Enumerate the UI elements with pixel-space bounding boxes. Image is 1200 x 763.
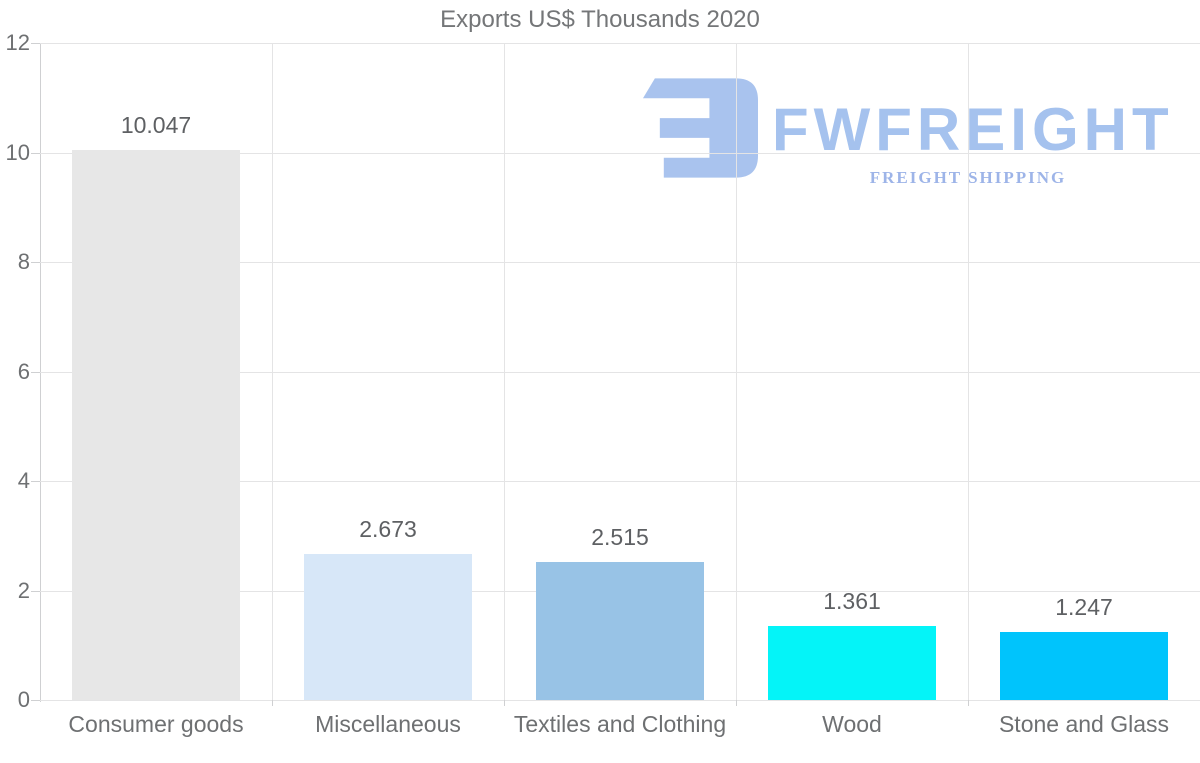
y-axis-label-10: 10 bbox=[5, 139, 30, 165]
y-tick-0 bbox=[31, 700, 40, 701]
gridline-y-0 bbox=[40, 700, 1200, 701]
bar-stone-and-glass[interactable] bbox=[1000, 631, 1168, 700]
y-axis-label-0: 0 bbox=[17, 687, 30, 712]
gridline-x-3 bbox=[736, 43, 737, 700]
gridline-x-2 bbox=[504, 43, 505, 700]
gridline-y-8 bbox=[40, 262, 1200, 263]
value-label-wood: 1.361 bbox=[823, 587, 881, 614]
value-label-miscellaneous: 2.673 bbox=[359, 515, 417, 542]
category-label-miscellaneous: Miscellaneous bbox=[315, 711, 461, 737]
plot-area: 10.047 Consumer goods 2.673 Miscellaneous 2.… bbox=[40, 43, 1200, 737]
y-tick-12 bbox=[31, 43, 40, 44]
gridline-y-10 bbox=[40, 152, 1200, 154]
category-label-wood: Wood bbox=[822, 711, 882, 737]
logo-subtitle: FREIGHT SHIPPING bbox=[869, 168, 1067, 187]
category-label-consumer-goods: Consumer goods bbox=[68, 711, 244, 737]
y-axis-label-4: 4 bbox=[17, 468, 30, 493]
x-tick-3 bbox=[736, 700, 737, 706]
y-axis-label-12: 12 bbox=[5, 30, 30, 55]
gridline-y-6 bbox=[40, 371, 1200, 373]
y-tick-2 bbox=[31, 590, 40, 592]
category-label-textiles-and-clothing: Textiles and Clothing bbox=[513, 711, 727, 737]
y-tick-10 bbox=[31, 152, 40, 154]
y-tick-4 bbox=[31, 481, 40, 482]
category-label-stone-and-glass: Stone and Glass bbox=[998, 711, 1170, 737]
y-axis-label-6: 6 bbox=[17, 358, 30, 384]
y-tick-8 bbox=[31, 262, 40, 263]
x-tick-1 bbox=[272, 700, 273, 706]
chart-title: Exports US$ Thousands 2020 bbox=[440, 6, 760, 33]
value-label-textiles-and-clothing: 2.515 bbox=[591, 524, 649, 551]
value-label-consumer-goods: 10.047 bbox=[120, 111, 192, 138]
x-tick-4 bbox=[968, 700, 969, 706]
x-tick-2 bbox=[504, 700, 505, 706]
y-axis-label-8: 8 bbox=[17, 249, 30, 274]
bar-textiles-and-clothing[interactable] bbox=[536, 562, 704, 700]
gridline-x-4 bbox=[968, 43, 969, 700]
gridline-y-4 bbox=[40, 481, 1200, 482]
gridline-x-1 bbox=[272, 43, 273, 700]
y-tick-6 bbox=[31, 371, 40, 373]
bar-miscellaneous[interactable] bbox=[304, 553, 472, 700]
y-axis-line bbox=[40, 43, 41, 702]
gridline-y-12 bbox=[40, 43, 1200, 44]
y-axis-label-2: 2 bbox=[17, 577, 30, 603]
logo-wordmark: FWFREIGHT bbox=[772, 96, 1174, 163]
bar-consumer-goods[interactable] bbox=[72, 149, 240, 700]
bar-wood[interactable] bbox=[768, 625, 936, 700]
value-label-stone-and-glass: 1.247 bbox=[1055, 593, 1113, 620]
